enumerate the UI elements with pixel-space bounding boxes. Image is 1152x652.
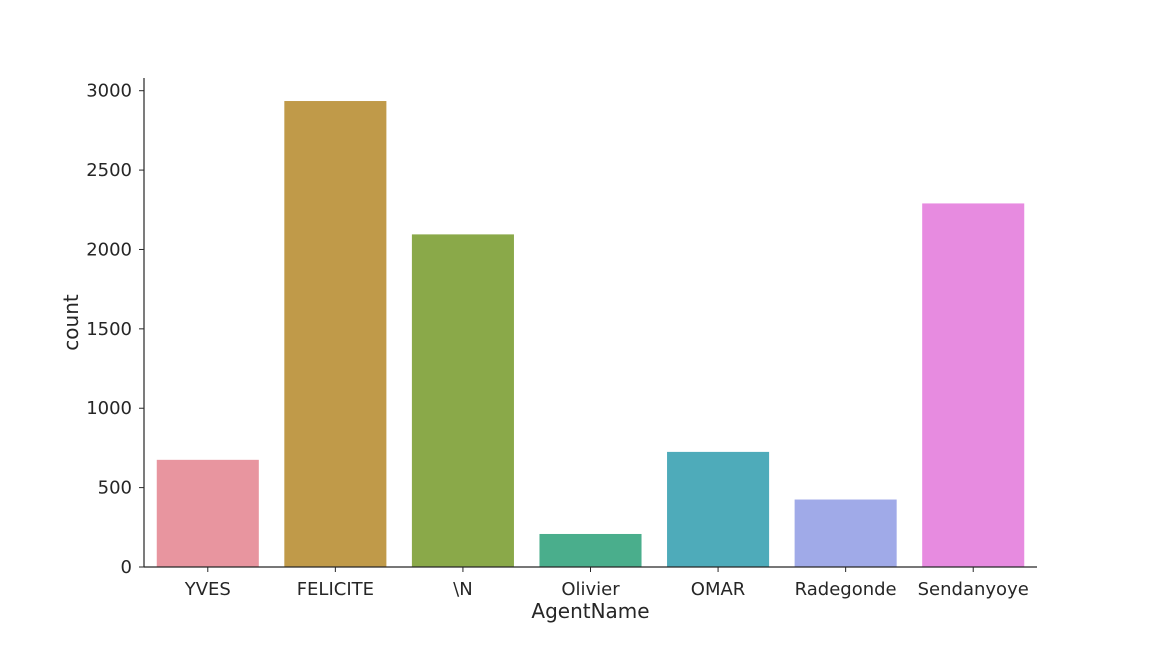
- y-tick-label: 2500: [86, 160, 132, 181]
- bar-4: [667, 451, 770, 567]
- bar-6: [922, 203, 1025, 567]
- bar-2: [411, 234, 514, 567]
- bars-group: [156, 101, 1025, 567]
- y-tick-label: 500: [98, 478, 132, 499]
- y-tick-label: 0: [121, 557, 132, 578]
- x-tick-label: FELICITE: [297, 579, 374, 600]
- x-tick-label: Radegonde: [795, 579, 897, 600]
- bar-5: [794, 499, 897, 567]
- bar-3: [539, 533, 642, 567]
- x-tick-label: Sendanyoye: [918, 579, 1029, 600]
- x-axis-ticks: YVES FELICITE \N Olivier OMAR Radegonde Sendan…: [184, 567, 1029, 600]
- x-tick-label: YVES: [184, 579, 231, 600]
- bar-0: [156, 459, 259, 567]
- y-tick-label: 2000: [86, 239, 132, 260]
- y-axis-ticks: 0 500 1000 1500 2000 2500 3000: [86, 81, 144, 578]
- x-tick-label: Olivier: [561, 579, 620, 600]
- x-axis-label: AgentName: [531, 599, 649, 623]
- y-tick-label: 3000: [86, 81, 132, 102]
- y-tick-label: 1000: [86, 398, 132, 419]
- y-axis-label: count: [59, 294, 83, 351]
- x-tick-label: OMAR: [691, 579, 746, 600]
- x-tick-label: \N: [453, 579, 473, 600]
- bar-1: [284, 101, 387, 567]
- y-tick-label: 1500: [86, 319, 132, 340]
